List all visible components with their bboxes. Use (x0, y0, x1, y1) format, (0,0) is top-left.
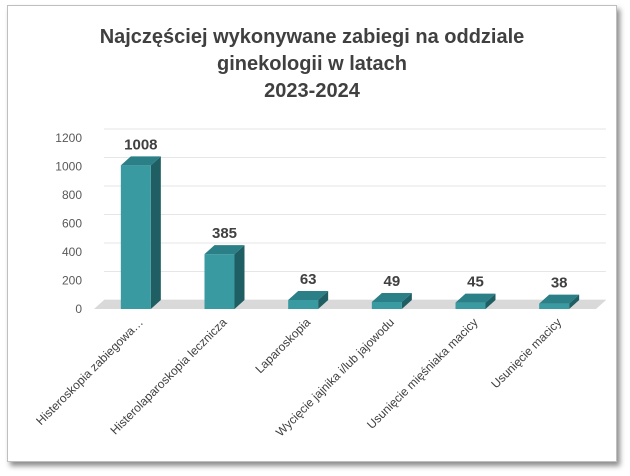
bar-top (288, 291, 329, 301)
data-label: 49 (383, 273, 400, 290)
y-tick-label: 0 (75, 302, 82, 316)
data-label: 63 (300, 271, 317, 288)
chart-title-line-1: Najczęściej wykonywane zabiegi na oddzia… (99, 26, 525, 48)
bar-side (401, 293, 412, 309)
bar-front (204, 254, 235, 309)
bar-side (234, 245, 245, 309)
chart-frame: Najczęściej wykonywane zabiegi na oddzia… (7, 5, 617, 462)
bar (455, 293, 496, 309)
bar-top (371, 293, 412, 303)
y-tick-label: 1200 (55, 131, 82, 145)
chart-floor (94, 300, 606, 309)
data-label: 45 (467, 274, 484, 291)
bar (539, 294, 580, 309)
bar-side (318, 291, 329, 309)
bar-side (150, 156, 161, 309)
y-tick-label: 200 (62, 274, 82, 288)
bar-front (120, 165, 151, 309)
y-tick-label: 1000 (55, 160, 82, 174)
bar-front (288, 300, 319, 309)
bar-front (455, 302, 486, 309)
data-label: 38 (551, 275, 568, 292)
y-tick-label: 800 (62, 188, 82, 202)
bar-top (539, 294, 580, 304)
y-tick-label: 600 (62, 217, 82, 231)
y-tick-label: 400 (62, 245, 82, 259)
bar-front (371, 302, 402, 309)
bar (371, 293, 412, 309)
category-label: Laparoskopia (252, 315, 313, 376)
bar (288, 291, 329, 309)
bar-front (539, 303, 570, 309)
data-label: 385 (212, 225, 237, 242)
bar (120, 156, 161, 309)
bar-top (204, 245, 245, 255)
bar-side (569, 294, 580, 309)
bar-top (120, 156, 161, 166)
category-label: Usunięcie macicy (488, 315, 564, 391)
bar-top (455, 293, 496, 303)
data-label: 1008 (124, 136, 157, 153)
chart-title-line-3: 2023-2024 (264, 80, 360, 102)
bar-side (485, 293, 496, 309)
chart-title-line-2: ginekologii w latach (216, 53, 408, 75)
bar (204, 245, 245, 309)
chart-title: Najczęściej wykonywane zabiegi na oddzia… (8, 24, 616, 105)
